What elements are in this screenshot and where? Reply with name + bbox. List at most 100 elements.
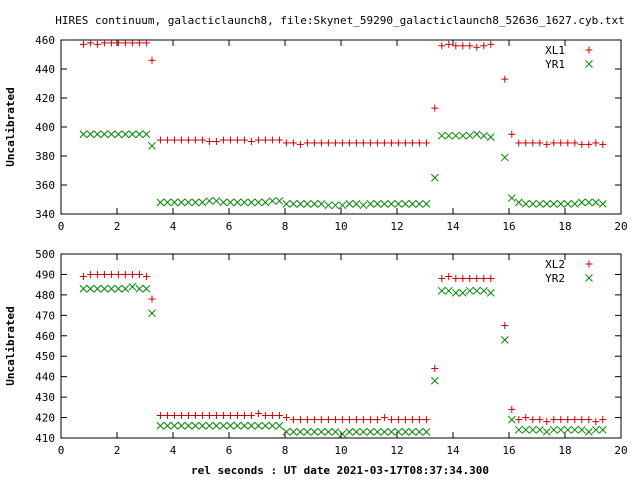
- data-point: [437, 286, 446, 295]
- data-point: [451, 131, 460, 140]
- data-point: [247, 138, 255, 145]
- data-point: [93, 284, 102, 293]
- data-point: [86, 284, 95, 293]
- data-point: [437, 131, 446, 140]
- y-tick-label: 490: [35, 268, 55, 281]
- x-tick-label: 14: [446, 220, 460, 233]
- data-point: [598, 425, 607, 434]
- data-point: [387, 139, 395, 147]
- x-tick-label: 10: [334, 220, 347, 233]
- x-tick-label: 12: [390, 444, 403, 457]
- data-point: [121, 270, 129, 278]
- data-point: [352, 199, 361, 208]
- data-point: [401, 139, 409, 147]
- data-point: [564, 139, 572, 147]
- data-point: [100, 130, 109, 139]
- data-point: [521, 425, 530, 434]
- y-tick-label: 420: [35, 92, 55, 105]
- data-point: [536, 416, 544, 424]
- y-tick-label: 450: [35, 350, 55, 363]
- data-point: [289, 416, 297, 424]
- data-point: [535, 199, 544, 208]
- data-point: [394, 416, 402, 424]
- data-point: [156, 136, 164, 144]
- chart-title: HIRES continuum, galacticlaunch8, file:S…: [55, 14, 625, 27]
- data-point: [331, 139, 339, 147]
- y-tick-label: 460: [35, 34, 55, 47]
- data-point: [93, 270, 101, 278]
- legend-marker: [585, 274, 593, 282]
- data-point: [338, 139, 346, 147]
- legend-marker: [585, 46, 593, 54]
- data-point: [578, 416, 586, 424]
- data-point: [366, 199, 375, 208]
- data-point: [205, 197, 214, 205]
- data-point: [177, 198, 186, 207]
- data-point: [465, 131, 474, 140]
- data-point: [570, 425, 579, 434]
- data-point: [514, 198, 523, 207]
- data-point: [445, 272, 453, 280]
- data-point: [142, 39, 150, 47]
- y-tick-label: 400: [35, 121, 55, 134]
- data-point: [515, 139, 523, 147]
- data-point: [422, 416, 430, 424]
- data-point: [515, 416, 523, 424]
- data-point: [380, 428, 389, 436]
- data-point: [458, 131, 467, 140]
- data-point: [163, 421, 172, 430]
- data-point: [177, 421, 186, 430]
- data-point: [114, 270, 122, 278]
- data-point: [191, 198, 200, 207]
- data-point: [479, 131, 488, 140]
- data-point: [408, 139, 416, 147]
- data-point: [508, 130, 516, 138]
- data-point: [184, 421, 193, 430]
- data-point: [373, 428, 382, 436]
- x-tick-label: 18: [558, 220, 571, 233]
- data-point: [585, 140, 593, 148]
- data-point: [121, 130, 130, 139]
- data-point: [431, 364, 439, 372]
- data-point: [550, 139, 558, 147]
- data-point: [205, 412, 213, 420]
- data-point: [466, 275, 474, 283]
- data-point: [458, 288, 467, 297]
- data-point: [345, 416, 353, 424]
- data-point: [282, 199, 291, 208]
- data-point: [486, 133, 495, 142]
- data-point: [135, 130, 144, 139]
- data-point: [261, 412, 269, 420]
- data-point: [205, 421, 214, 430]
- x-tick-label: 6: [226, 220, 233, 233]
- data-point: [310, 139, 318, 147]
- x-tick-label: 12: [390, 220, 403, 233]
- data-point: [387, 428, 396, 436]
- data-point: [331, 201, 340, 210]
- data-point: [268, 136, 276, 144]
- data-point: [289, 139, 297, 147]
- y-tick-label: 360: [35, 179, 55, 192]
- data-point: [303, 199, 312, 208]
- data-point: [226, 136, 234, 144]
- data-point: [345, 139, 353, 147]
- data-point: [564, 416, 572, 424]
- data-point: [584, 198, 593, 207]
- data-point: [557, 416, 565, 424]
- data-point: [170, 198, 179, 207]
- data-point: [128, 282, 137, 291]
- x-tick-label: 10: [334, 444, 347, 457]
- data-point: [408, 199, 417, 208]
- data-point: [296, 140, 304, 148]
- data-point: [536, 139, 544, 147]
- series-XL1: [79, 39, 607, 148]
- data-point: [557, 139, 565, 147]
- data-point: [282, 414, 290, 422]
- data-point: [219, 421, 228, 430]
- data-point: [459, 42, 467, 50]
- data-point: [324, 201, 333, 210]
- data-point: [345, 428, 354, 436]
- data-point: [240, 412, 248, 420]
- data-point: [142, 130, 151, 139]
- data-point: [219, 198, 228, 207]
